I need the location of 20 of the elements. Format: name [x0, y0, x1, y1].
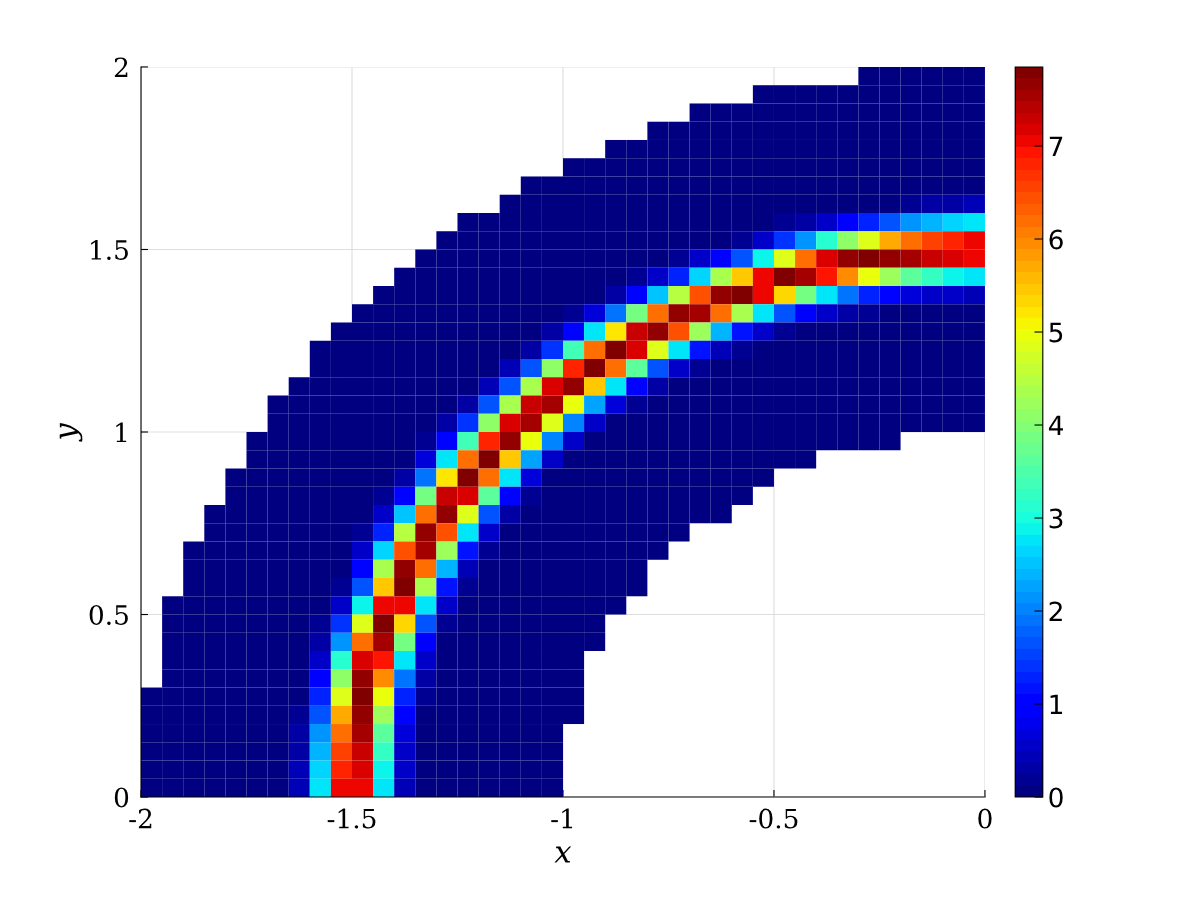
y-tick-label: 2	[114, 57, 128, 77]
y-tick-label: 0	[114, 787, 129, 808]
x-tick-label: -1	[551, 808, 573, 829]
x-tick-label: -2	[129, 808, 152, 829]
color-bar-label: 7	[1049, 136, 1063, 157]
color-bar-label: 5	[1049, 322, 1063, 343]
x-tick-label: -0.5	[749, 808, 798, 829]
y-tick-label: 1.5	[91, 239, 128, 260]
y-tick-label: 1	[116, 422, 127, 443]
y-tick-label: 0.5	[89, 604, 128, 625]
color-bar-label: 6	[1049, 229, 1063, 250]
x-axis-title: x	[554, 846, 572, 863]
color-bar-label: 2	[1049, 601, 1062, 622]
x-tick-label: -1.5	[327, 808, 376, 829]
color-bar-label: 1	[1050, 694, 1063, 715]
x-tick-label: 0	[978, 808, 992, 829]
color-bar-label: 3	[1049, 508, 1063, 529]
color-bar-label: 4	[1048, 415, 1063, 436]
color-bar-label: 0	[1049, 787, 1063, 808]
y-axis-title: y	[59, 423, 83, 442]
